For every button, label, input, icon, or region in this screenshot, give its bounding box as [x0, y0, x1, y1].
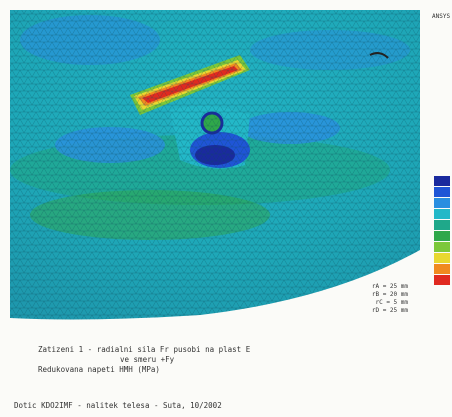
dimension: rB = 20 mm — [372, 291, 409, 298]
dimension: rA = 25 mm — [372, 283, 409, 290]
footer: Dotic KDO2IMF - nalitek telesa - Suta, 1… — [14, 401, 222, 410]
legend-swatch — [434, 264, 450, 274]
legend-swatch — [434, 253, 450, 263]
dimension: rC = 5 mm — [375, 299, 408, 306]
legend-swatch — [434, 198, 450, 208]
caption: ve smeru +Fy — [120, 355, 175, 364]
legend-swatch — [434, 275, 450, 285]
legend-swatch — [434, 242, 450, 252]
legend-swatch — [434, 231, 450, 241]
fem-view: ANSYS rA = 25 mm rB = 20 mm rC = 5 mm rD… — [0, 0, 452, 417]
stress-field — [10, 10, 420, 320]
legend — [434, 176, 450, 285]
program-name: ANSYS — [432, 13, 450, 20]
screenshot: ANSYS rA = 25 mm rB = 20 mm rC = 5 mm rD… — [0, 0, 452, 417]
legend-swatch — [434, 220, 450, 230]
caption: Redukovana napeti HMH (MPa) — [38, 365, 160, 374]
dimension: rD = 25 mm — [372, 307, 409, 314]
legend-swatch — [434, 187, 450, 197]
legend-swatch — [434, 209, 450, 219]
legend-swatch — [434, 176, 450, 186]
caption: Zatizeni 1 - radialni sila Fr pusobi na … — [38, 345, 251, 354]
